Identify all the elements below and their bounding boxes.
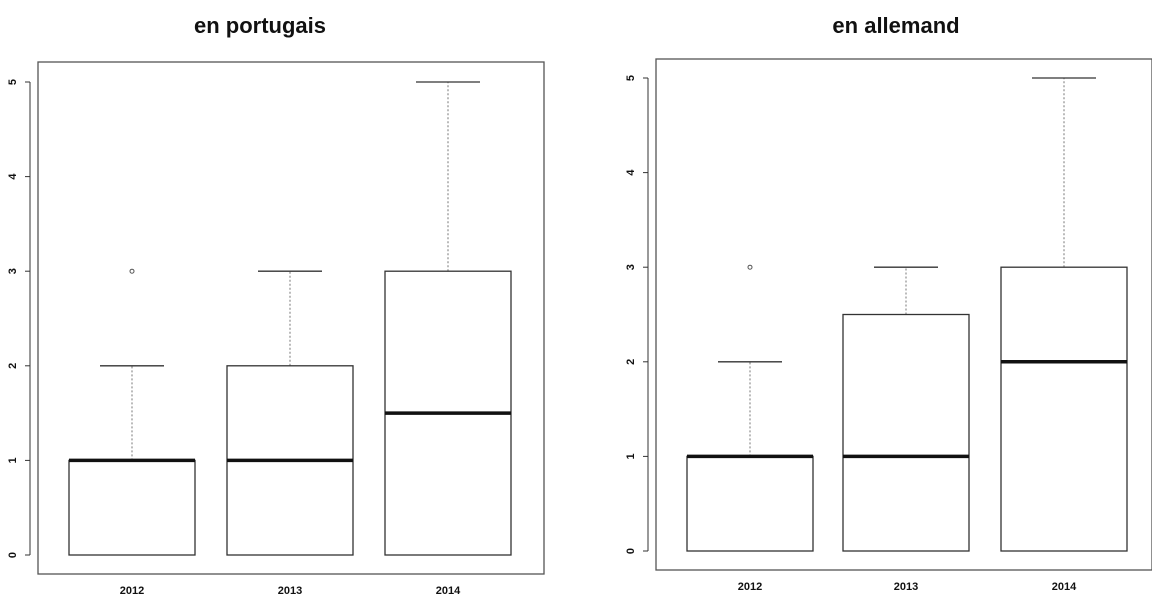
y-tick-label: 4: [625, 169, 637, 176]
box-2012: [68, 268, 196, 556]
chart-title: en allemand: [832, 13, 959, 38]
y-tick-label: 3: [7, 268, 19, 274]
x-tick-label: 2012: [738, 581, 762, 593]
y-tick-label: 0: [7, 552, 19, 558]
y-tick-label: 1: [625, 453, 637, 459]
box-2013: [842, 266, 970, 552]
chart-german: en allemand 0 1 2 3 4 5 2012 2013 2014: [625, 13, 1152, 593]
box-rect: [842, 313, 970, 552]
chart-title: en portugais: [194, 13, 326, 38]
box-rect: [1000, 266, 1128, 552]
outlier-point: [129, 268, 135, 274]
chart-portuguese: en portugais 0 1 2 3 4 5 2012 2013 2014: [7, 13, 545, 596]
y-tick-label: 3: [625, 264, 637, 270]
box-2014: [1000, 77, 1128, 552]
x-tick-label: 2014: [436, 585, 461, 596]
y-tick-label: 2: [7, 363, 19, 369]
plot-frame: [655, 58, 1152, 571]
box-rect: [68, 459, 196, 556]
outlier-point: [747, 264, 753, 270]
y-tick-label: 5: [7, 79, 19, 85]
y-tick-label: 5: [625, 75, 637, 81]
y-tick-label: 2: [625, 359, 637, 365]
box-rect: [686, 455, 814, 552]
box-2013: [226, 270, 354, 556]
x-tick-label: 2013: [894, 581, 918, 593]
plot-frame: [37, 61, 545, 575]
x-tick-label: 2012: [120, 585, 144, 596]
box-2014: [384, 81, 512, 556]
box-2012: [686, 264, 814, 552]
y-tick-label: 0: [625, 548, 637, 554]
x-tick-label: 2013: [278, 585, 302, 596]
y-tick-label: 1: [7, 457, 19, 463]
x-tick-label: 2014: [1052, 581, 1077, 593]
y-tick-label: 4: [7, 173, 19, 180]
